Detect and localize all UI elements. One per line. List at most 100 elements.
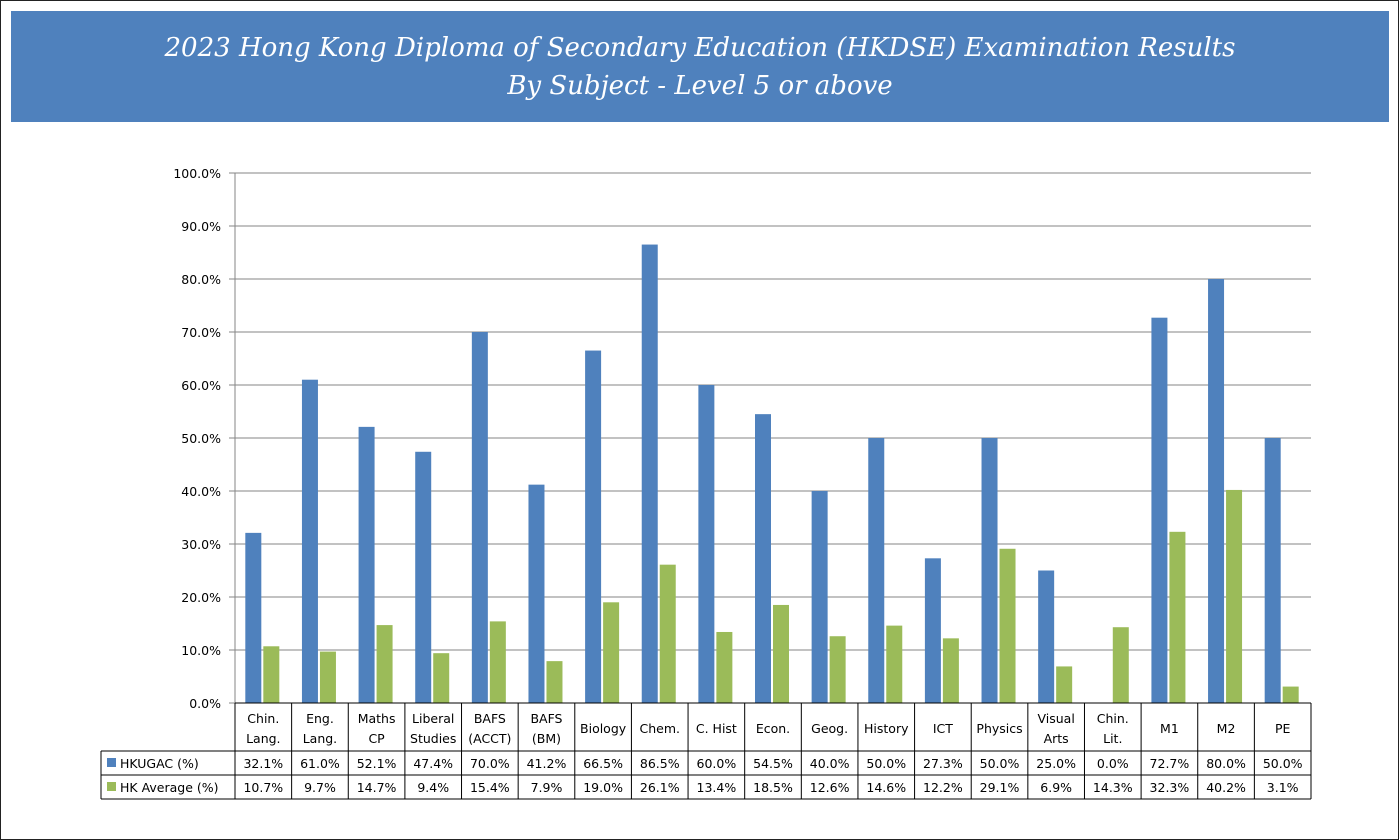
bar-hk-average <box>942 638 959 703</box>
bar-hkugac <box>528 484 545 703</box>
y-tick-label: 90.0% <box>181 219 221 234</box>
bar-hkugac <box>301 379 318 703</box>
bar-hk-average <box>1282 686 1299 703</box>
chart-title: 2023 Hong Kong Diploma of Secondary Educ… <box>164 33 1236 63</box>
bar-hk-average <box>1112 627 1129 703</box>
bar-hkugac <box>755 414 771 703</box>
x-tick-label: (ACCT) <box>468 731 511 746</box>
data-label: 9.7% <box>304 780 336 795</box>
data-label: 29.1% <box>980 780 1020 795</box>
bar-hk-average <box>263 646 280 703</box>
data-label: 18.5% <box>753 780 793 795</box>
y-tick-label: 10.0% <box>181 643 221 658</box>
x-tick-label: Chem. <box>639 721 680 736</box>
bar-hk-average <box>773 604 789 703</box>
bar-hkugac <box>1038 570 1055 703</box>
data-label: 66.5% <box>583 756 623 771</box>
title-banner: 2023 Hong Kong Diploma of Secondary Educ… <box>11 11 1389 122</box>
x-tick-label: Chin. <box>1097 711 1129 726</box>
x-tick-label: Liberal <box>412 711 454 726</box>
bar-hk-average <box>886 625 903 703</box>
data-label: 26.1% <box>640 780 680 795</box>
x-tick-label: Chin. <box>247 711 279 726</box>
x-tick-label: Physics <box>976 721 1022 736</box>
bar-hk-average <box>489 621 506 703</box>
x-tick-label: Lang. <box>303 731 337 746</box>
bar-hkugac <box>358 426 375 703</box>
data-label: 41.2% <box>527 756 567 771</box>
y-tick-label: 50.0% <box>181 431 221 446</box>
data-label: 7.9% <box>531 780 563 795</box>
x-tick-label: M1 <box>1160 721 1179 736</box>
bar-hk-average <box>659 564 676 703</box>
data-label: 12.2% <box>923 780 963 795</box>
y-tick-label: 30.0% <box>181 537 221 552</box>
data-label: 12.6% <box>810 780 850 795</box>
data-label: 25.0% <box>1036 756 1076 771</box>
data-label: 3.1% <box>1267 780 1299 795</box>
chart-subtitle: By Subject - Level 5 or above <box>507 71 893 101</box>
bar-hk-average <box>716 631 733 703</box>
legend-label: HKUGAC (%) <box>120 756 199 771</box>
x-tick-label: M2 <box>1217 721 1236 736</box>
x-tick-label: (BM) <box>532 731 561 746</box>
y-tick-label: 0.0% <box>189 696 221 711</box>
data-label: 10.7% <box>243 780 283 795</box>
data-label: 19.0% <box>583 780 623 795</box>
bar-hkugac <box>811 491 828 703</box>
legend-label: HK Average (%) <box>120 780 219 795</box>
data-label: 61.0% <box>300 756 340 771</box>
data-label: 27.3% <box>923 756 963 771</box>
data-label: 50.0% <box>866 756 906 771</box>
bar-hkugac <box>868 438 885 703</box>
data-label: 0.0% <box>1097 756 1129 771</box>
data-label: 14.3% <box>1093 780 1133 795</box>
x-tick-label: BAFS <box>474 711 506 726</box>
data-label: 47.4% <box>413 756 453 771</box>
x-tick-label: Lit. <box>1103 731 1122 746</box>
data-label: 54.5% <box>753 756 793 771</box>
data-label: 14.6% <box>866 780 906 795</box>
y-tick-label: 80.0% <box>181 272 221 287</box>
x-tick-label: Lang. <box>246 731 280 746</box>
bar-hkugac <box>245 532 262 703</box>
x-tick-label: Geog. <box>811 721 848 736</box>
y-tick-label: 100.0% <box>173 166 221 181</box>
data-label: 13.4% <box>697 780 737 795</box>
data-label: 50.0% <box>980 756 1020 771</box>
x-tick-label: Arts <box>1044 731 1069 746</box>
bar-hkugac <box>641 244 658 704</box>
bar-hk-average <box>829 636 846 703</box>
bar-hkugac <box>698 385 715 703</box>
data-label: 14.7% <box>357 780 397 795</box>
x-tick-label: Eng. <box>306 711 334 726</box>
x-tick-label: Econ. <box>756 721 790 736</box>
bar-hkugac <box>471 332 488 703</box>
legend-key <box>107 782 116 791</box>
data-label: 9.4% <box>417 780 449 795</box>
data-label: 70.0% <box>470 756 510 771</box>
x-tick-label: Studies <box>410 731 456 746</box>
data-label: 60.0% <box>697 756 737 771</box>
data-label: 40.2% <box>1206 780 1246 795</box>
bar-hk-average <box>546 661 563 703</box>
y-tick-label: 70.0% <box>181 325 221 340</box>
x-tick-label: Visual <box>1037 711 1074 726</box>
x-tick-label: ICT <box>933 721 953 736</box>
data-label: 40.0% <box>810 756 850 771</box>
data-label: 52.1% <box>357 756 397 771</box>
x-tick-label: History <box>864 721 909 736</box>
data-label: 72.7% <box>1150 756 1190 771</box>
data-label: 86.5% <box>640 756 680 771</box>
bar-hk-average <box>376 625 393 703</box>
data-label: 32.1% <box>243 756 283 771</box>
bar-hk-average <box>1226 489 1243 703</box>
bar-hkugac <box>415 451 432 703</box>
x-tick-label: C. Hist <box>696 721 737 736</box>
x-tick-label: PE <box>1275 721 1291 736</box>
x-tick-label: CP <box>368 731 385 746</box>
bar-hk-average <box>433 653 450 703</box>
bar-hk-average <box>1056 666 1073 703</box>
